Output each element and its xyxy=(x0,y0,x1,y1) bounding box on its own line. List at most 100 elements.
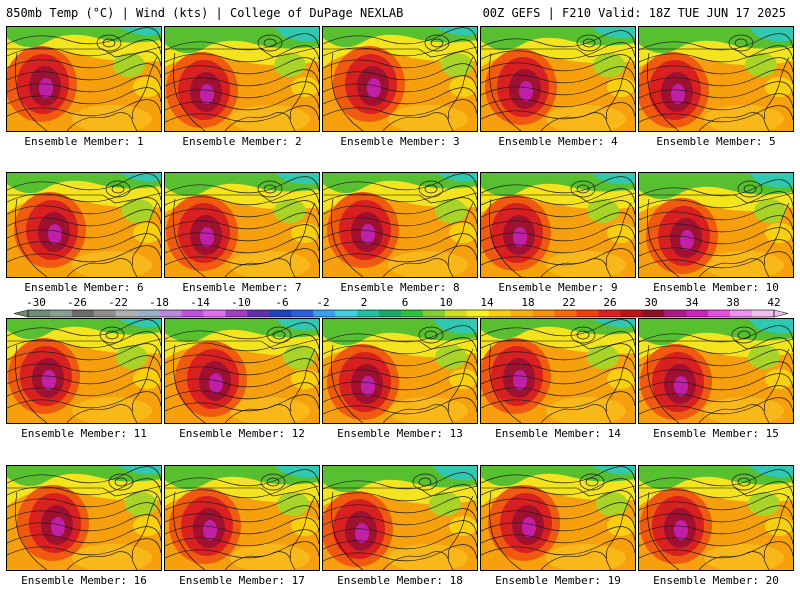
colorbar-tick-label: 42 xyxy=(767,296,780,309)
ensemble-member-label: Ensemble Member: 6 xyxy=(24,281,144,294)
colorbar-segment xyxy=(664,310,687,317)
temperature-map xyxy=(638,172,794,278)
colorbar-tick-label: -18 xyxy=(149,296,169,309)
colorbar-segment xyxy=(269,310,292,317)
colorbar-tick-label: 22 xyxy=(562,296,575,309)
map-graphic xyxy=(7,466,161,570)
temperature-map xyxy=(164,172,320,278)
colorbar-segment xyxy=(93,310,117,317)
ensemble-member-panel: Ensemble Member: 12 xyxy=(164,318,320,440)
map-graphic xyxy=(165,319,319,423)
temperature-map xyxy=(322,172,478,278)
colorbar-segment xyxy=(708,310,731,317)
ensemble-member-panel: Ensemble Member: 4 xyxy=(480,26,636,148)
ensemble-member-panel: Ensemble Member: 10 xyxy=(638,172,794,294)
temperature-map xyxy=(164,26,320,132)
temperature-map xyxy=(322,318,478,424)
colorbar-segment xyxy=(510,310,533,317)
map-graphic xyxy=(639,173,793,277)
colorbar-segment xyxy=(159,310,182,317)
colorbar-segment xyxy=(466,310,490,317)
map-graphic xyxy=(165,27,319,131)
ensemble-member-panel: Ensemble Member: 13 xyxy=(322,318,478,440)
ensemble-member-panel: Ensemble Member: 5 xyxy=(638,26,794,148)
colorbar-tick-label: 34 xyxy=(685,296,699,309)
colorbar-tick-label: 14 xyxy=(480,296,494,309)
colorbar-segment xyxy=(642,310,665,317)
colorbar-segment xyxy=(379,310,402,317)
colorbar-segment xyxy=(422,310,446,317)
ensemble-member-label: Ensemble Member: 4 xyxy=(498,135,618,148)
ensemble-member-label: Ensemble Member: 2 xyxy=(182,135,302,148)
colorbar-segment xyxy=(335,310,358,317)
ensemble-member-label: Ensemble Member: 17 xyxy=(179,574,305,587)
colorbar-segment xyxy=(488,310,512,317)
map-graphic xyxy=(639,27,793,131)
ensemble-member-panel: Ensemble Member: 9 xyxy=(480,172,636,294)
map-graphic xyxy=(639,466,793,570)
ensemble-member-label: Ensemble Member: 10 xyxy=(653,281,779,294)
colorbar-tick-label: -26 xyxy=(67,296,87,309)
ensemble-member-panel: Ensemble Member: 2 xyxy=(164,26,320,148)
colorbar-segment xyxy=(576,310,599,317)
ensemble-member-label: Ensemble Member: 13 xyxy=(337,427,463,440)
colorbar-tick-label: 26 xyxy=(603,296,616,309)
colorbar-segment xyxy=(291,310,314,317)
map-header: 850mb Temp (°C) | Wind (kts) | College o… xyxy=(0,0,800,24)
colorbar-segment xyxy=(115,310,139,317)
colorbar-tick-label: -10 xyxy=(231,296,251,309)
map-graphic xyxy=(165,173,319,277)
colorbar-segment xyxy=(137,310,160,317)
ensemble-member-label: Ensemble Member: 20 xyxy=(653,574,779,587)
colorbar-segment xyxy=(532,310,555,317)
colorbar-segment xyxy=(598,310,621,317)
ensemble-member-label: Ensemble Member: 15 xyxy=(653,427,779,440)
ensemble-member-panel: Ensemble Member: 17 xyxy=(164,465,320,587)
colorbar-segment xyxy=(203,310,226,317)
map-graphic xyxy=(481,27,635,131)
temperature-map xyxy=(322,26,478,132)
ensemble-member-panel: Ensemble Member: 14 xyxy=(480,318,636,440)
ensemble-member-label: Ensemble Member: 1 xyxy=(24,135,144,148)
ensemble-member-label: Ensemble Member: 7 xyxy=(182,281,302,294)
colorbar-left-arrow xyxy=(13,309,29,318)
map-graphic xyxy=(7,27,161,131)
colorbar-segment xyxy=(620,310,643,317)
ensemble-member-panel: Ensemble Member: 6 xyxy=(6,172,162,294)
colorbar-segment xyxy=(401,310,424,317)
ensemble-member-label: Ensemble Member: 19 xyxy=(495,574,621,587)
ensemble-member-label: Ensemble Member: 16 xyxy=(21,574,147,587)
colorbar-segment xyxy=(247,310,270,317)
temperature-map xyxy=(6,172,162,278)
ensemble-member-label: Ensemble Member: 12 xyxy=(179,427,305,440)
ensemble-member-label: Ensemble Member: 18 xyxy=(337,574,463,587)
colorbar-tick-label: 10 xyxy=(439,296,452,309)
colorbar-segment xyxy=(730,310,753,317)
colorbar-tick-label: -30 xyxy=(26,296,46,309)
temperature-map xyxy=(480,26,636,132)
map-graphic xyxy=(323,173,477,277)
ensemble-member-panel: Ensemble Member: 19 xyxy=(480,465,636,587)
colorbar-segment xyxy=(49,310,73,317)
temperature-map xyxy=(164,465,320,571)
ensemble-member-panel: Ensemble Member: 8 xyxy=(322,172,478,294)
colorbar-segment xyxy=(28,310,51,317)
map-graphic xyxy=(481,466,635,570)
temperature-map xyxy=(638,465,794,571)
map-graphic xyxy=(481,173,635,277)
ensemble-member-panel: Ensemble Member: 18 xyxy=(322,465,478,587)
temperature-map xyxy=(322,465,478,571)
colorbar-tick-label: -6 xyxy=(275,296,288,309)
colorbar-graphic: -30 -26 -22 -18 -14 -10 -6 -2 2 6 10 14 18 22 26 30 34 38… xyxy=(13,296,789,318)
colorbar-tick-label: 2 xyxy=(361,296,368,309)
colorbar-segment xyxy=(357,310,380,317)
temperature-map xyxy=(164,318,320,424)
ensemble-member-panel: Ensemble Member: 20 xyxy=(638,465,794,587)
map-graphic xyxy=(323,466,477,570)
map-graphic xyxy=(165,466,319,570)
colorbar-segment xyxy=(313,310,336,317)
ensemble-member-label: Ensemble Member: 14 xyxy=(495,427,621,440)
colorbar-segment xyxy=(752,310,775,317)
temperature-map xyxy=(6,26,162,132)
temperature-map xyxy=(480,318,636,424)
